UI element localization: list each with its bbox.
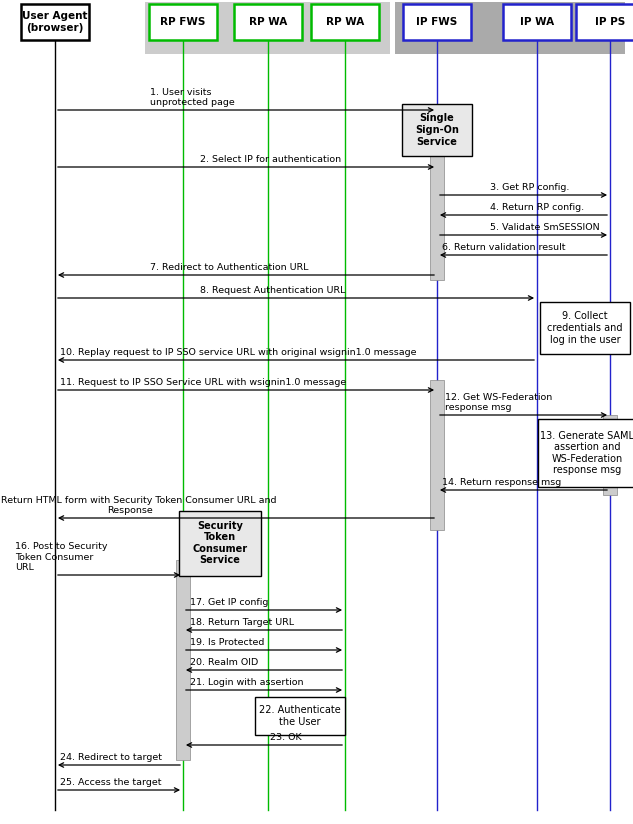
Bar [403, 4, 471, 40]
Text: 13. Generate SAML
assertion and
WS-Federation
response msg: 13. Generate SAML assertion and WS-Feder… [540, 431, 633, 475]
Text: 14. Return response msg: 14. Return response msg [442, 478, 561, 487]
Text: 22. Authenticate
the User: 22. Authenticate the User [259, 705, 341, 727]
Bar [311, 4, 379, 40]
Bar [576, 4, 633, 40]
Text: RP FWS: RP FWS [160, 17, 206, 27]
Text: 1. User visits
unprotected page: 1. User visits unprotected page [150, 87, 235, 107]
Text: 23. OK: 23. OK [270, 733, 302, 742]
Text: User Agent
(browser): User Agent (browser) [22, 12, 88, 33]
Text: 6. Return validation result: 6. Return validation result [442, 243, 565, 252]
Text: 2. Select IP for authentication: 2. Select IP for authentication [200, 155, 341, 164]
Text: 19. Is Protected: 19. Is Protected [190, 638, 265, 647]
Text: 10. Replay request to IP SSO service URL with original wsignin1.0 message: 10. Replay request to IP SSO service URL… [60, 348, 417, 357]
Text: 21. Login with assertion: 21. Login with assertion [190, 678, 303, 687]
Text: 9. Collect
credentials and
log in the user: 9. Collect credentials and log in the us… [548, 311, 623, 344]
Text: 8. Request Authentication URL: 8. Request Authentication URL [200, 286, 346, 295]
Bar [503, 4, 571, 40]
Text: IP FWS: IP FWS [417, 17, 458, 27]
Bar [234, 4, 302, 40]
Bar [430, 380, 444, 530]
Bar [395, 2, 625, 54]
Text: 12. Get WS-Federation
response msg: 12. Get WS-Federation response msg [445, 392, 552, 412]
Text: IP WA: IP WA [520, 17, 554, 27]
Text: 25. Access the target: 25. Access the target [60, 778, 161, 787]
Bar [430, 147, 444, 280]
Text: Single
Sign-On
Service: Single Sign-On Service [415, 114, 459, 147]
Text: 15. Return HTML form with Security Token Consumer URL and
Response: 15. Return HTML form with Security Token… [0, 495, 277, 515]
Text: RP WA: RP WA [249, 17, 287, 27]
Text: Security
Token
Consumer
Service: Security Token Consumer Service [192, 521, 248, 565]
Bar [402, 104, 472, 156]
Text: 3. Get RP config.: 3. Get RP config. [490, 183, 569, 192]
Text: 18. Return Target URL: 18. Return Target URL [190, 618, 294, 627]
Text: 24. Redirect to target: 24. Redirect to target [60, 753, 162, 762]
Text: 7. Redirect to Authentication URL: 7. Redirect to Authentication URL [150, 263, 308, 272]
Text: 4. Return RP config.: 4. Return RP config. [490, 203, 584, 212]
Bar [21, 4, 89, 40]
Text: 20. Realm OID: 20. Realm OID [190, 658, 258, 667]
Text: RP WA: RP WA [326, 17, 364, 27]
Text: 11. Request to IP SSO Service URL with wsignin1.0 message: 11. Request to IP SSO Service URL with w… [60, 378, 346, 387]
Bar [538, 419, 633, 487]
Bar [540, 302, 630, 354]
Bar [255, 697, 345, 735]
Bar [176, 560, 190, 760]
Text: IP PS: IP PS [595, 17, 625, 27]
Bar [179, 511, 261, 575]
Bar [145, 2, 390, 54]
Text: 5. Validate SmSESSION: 5. Validate SmSESSION [490, 223, 599, 232]
Text: 17. Get IP config: 17. Get IP config [190, 598, 268, 607]
Bar [603, 415, 617, 495]
Bar [149, 4, 217, 40]
Text: 16. Post to Security
Token Consumer
URL: 16. Post to Security Token Consumer URL [15, 542, 108, 572]
